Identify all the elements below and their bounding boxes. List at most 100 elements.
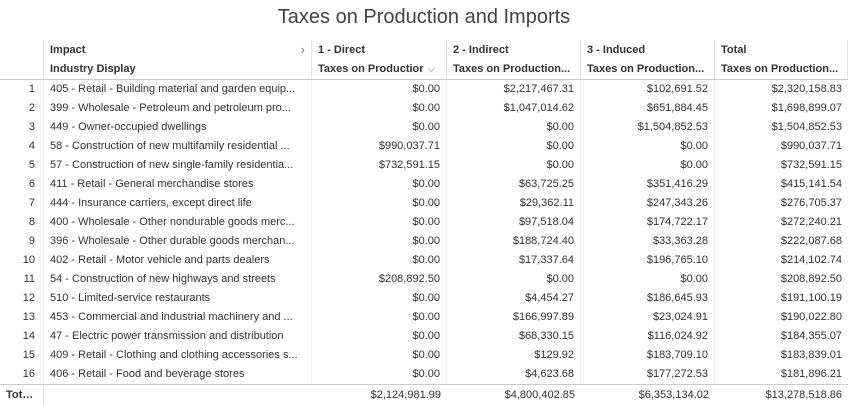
industry-cell: 399 - Wholesale - Petroleum and petroleu… [44,99,312,118]
induced-cell: $116,024.92 [581,327,715,346]
totals-direct: $2,124,981.99 [370,389,441,401]
indirect-cell: $0.00 [447,118,581,137]
direct-cell: $990,037.71 [312,137,447,156]
industry-cell: 444 - Insurance carriers, except direct … [44,194,312,213]
row-number: 10 [0,251,44,270]
direct-cell: $0.00 [312,365,447,384]
total-cell: $1,504,852.53 [771,121,842,133]
impact-header[interactable]: Impact › [44,40,312,60]
direct-cell: $732,591.15 [312,156,447,175]
total-cell: $990,037.71 [780,140,842,152]
indirect-cell: $63,725.25 [447,175,581,194]
table-row[interactable]: 7 444 - Insurance carriers, except direct… [0,194,848,213]
indirect-cell: $129.92 [447,346,581,365]
direct-cell: $0.00 [312,80,447,99]
direct-cell: $0.00 [312,232,447,251]
subcolumn-header-direct[interactable]: Taxes on Productior ⌵ [312,60,447,79]
chart-title: Taxes on Production and Imports [277,6,571,28]
sort-desc-icon[interactable]: ⌵ [427,64,436,75]
column-header-indirect[interactable]: 2 - Indirect [447,40,581,60]
total-cell: $415,141.54 [780,178,842,190]
industry-display-header[interactable]: Industry Display [44,60,312,79]
row-number: 11 [0,270,44,289]
total-cell: $184,355.07 [780,330,842,342]
indirect-cell: $0.00 [447,156,581,175]
total-cell: $732,591.15 [780,159,842,171]
column-header-induced[interactable]: 3 - Induced [581,40,715,60]
table-row[interactable]: 4 58 - Construction of new multifamily re… [0,137,848,156]
column-header-total[interactable]: Total [715,40,848,60]
row-number-header [0,40,44,60]
direct-cell: $0.00 [312,289,447,308]
totals-row: Totals $2,124,981.99 $4,800,402.85 $6,35… [0,384,848,405]
indirect-cell: $68,330.15 [447,327,581,346]
row-number: 9 [0,232,44,251]
row-number: 12 [0,289,44,308]
chevron-right-icon[interactable]: › [300,42,305,57]
industry-cell: 510 - Limited-service restaurants [44,289,312,308]
table-row[interactable]: 9 396 - Wholesale - Other durable goods m… [0,232,848,251]
direct-cell: $0.00 [312,213,447,232]
induced-cell: $102,691.52 [581,80,715,99]
column-header-direct[interactable]: 1 - Direct [312,40,447,60]
subcolumn-header-total[interactable]: Taxes on Production... [715,60,848,79]
induced-cell: $0.00 [581,156,715,175]
industry-cell: 411 - Retail - General merchandise store… [44,175,312,194]
direct-cell: $0.00 [312,194,447,213]
industry-cell: 406 - Retail - Food and beverage stores [44,365,312,384]
indirect-cell: $188,724.40 [447,232,581,251]
industry-cell: 54 - Construction of new highways and st… [44,270,312,289]
induced-cell: $186,645.93 [581,289,715,308]
industry-cell: 405 - Retail - Building material and gar… [44,80,312,99]
table-row[interactable]: 5 57 - Construction of new single-family … [0,156,848,175]
induced-cell: $23,024.91 [581,308,715,327]
table-row[interactable]: 10 402 - Retail - Motor vehicle and parts… [0,251,848,270]
total-cell: $190,022.80 [780,311,842,323]
direct-cell: $0.00 [312,99,447,118]
table-row[interactable]: 15 409 - Retail - Clothing and clothing a… [0,346,848,365]
indirect-cell: $166,997.89 [447,308,581,327]
total-cell: $181,896.21 [780,368,842,380]
induced-cell: $1,504,852.53 [581,118,715,137]
table-row[interactable]: 1 405 - Retail - Building material and ga… [0,80,848,99]
row-number: 15 [0,346,44,365]
header-row-impact: Impact › 1 - Direct 2 - Indirect 3 - Ind… [0,40,848,60]
table-row[interactable]: 3 449 - Owner-occupied dwellings $0.00 $0.0… [0,118,848,137]
industry-cell: 453 - Commercial and industrial machiner… [44,308,312,327]
table-row[interactable]: 13 453 - Commercial and industrial machin… [0,308,848,327]
impact-label: Impact [50,44,86,56]
subcolumn-label: Taxes on Productior [318,63,424,75]
industry-cell: 57 - Construction of new single-family r… [44,156,312,175]
row-number: 16 [0,365,44,384]
induced-cell: $177,272.53 [581,365,715,384]
industry-cell: 449 - Owner-occupied dwellings [44,118,312,137]
subcolumn-header-indirect[interactable]: Taxes on Production... [447,60,581,79]
subcolumn-header-induced[interactable]: Taxes on Production... [581,60,715,79]
table-row[interactable]: 12 510 - Limited-service restaurants $0.00… [0,289,848,308]
table-row[interactable]: 2 399 - Wholesale - Petroleum and petrole… [0,99,848,118]
induced-cell: $0.00 [581,137,715,156]
table-row[interactable]: 16 406 - Retail - Food and beverage store… [0,365,848,384]
induced-cell: $0.00 [581,270,715,289]
total-cell: $222,087.68 [780,235,842,247]
induced-cell: $651,884.45 [581,99,715,118]
total-cell: $214,102.74 [780,254,842,266]
table-row[interactable]: 14 47 - Electric power transmission and d… [0,327,848,346]
table-row[interactable]: 8 400 - Wholesale - Other nondurable good… [0,213,848,232]
indirect-cell: $2,217,467.31 [447,80,581,99]
table-body: 1 405 - Retail - Building material and ga… [0,80,848,384]
induced-cell: $174,722.17 [581,213,715,232]
table-row[interactable]: 11 54 - Construction of new highways and … [0,270,848,289]
totals-total: $13,278,518.86 [765,389,842,401]
direct-cell: $0.00 [312,118,447,137]
row-number: 3 [0,118,44,137]
induced-cell: $33,363.28 [581,232,715,251]
row-number: 1 [0,80,44,99]
row-number: 7 [0,194,44,213]
table-row[interactable]: 6 411 - Retail - General merchandise stor… [0,175,848,194]
header-row-industry: Industry Display Taxes on Productior ⌵ Ta… [0,60,848,80]
induced-cell: $247,343.26 [581,194,715,213]
direct-cell: $0.00 [312,346,447,365]
total-cell: $1,698,899.07 [771,102,842,114]
total-cell: $191,100.19 [780,292,842,304]
